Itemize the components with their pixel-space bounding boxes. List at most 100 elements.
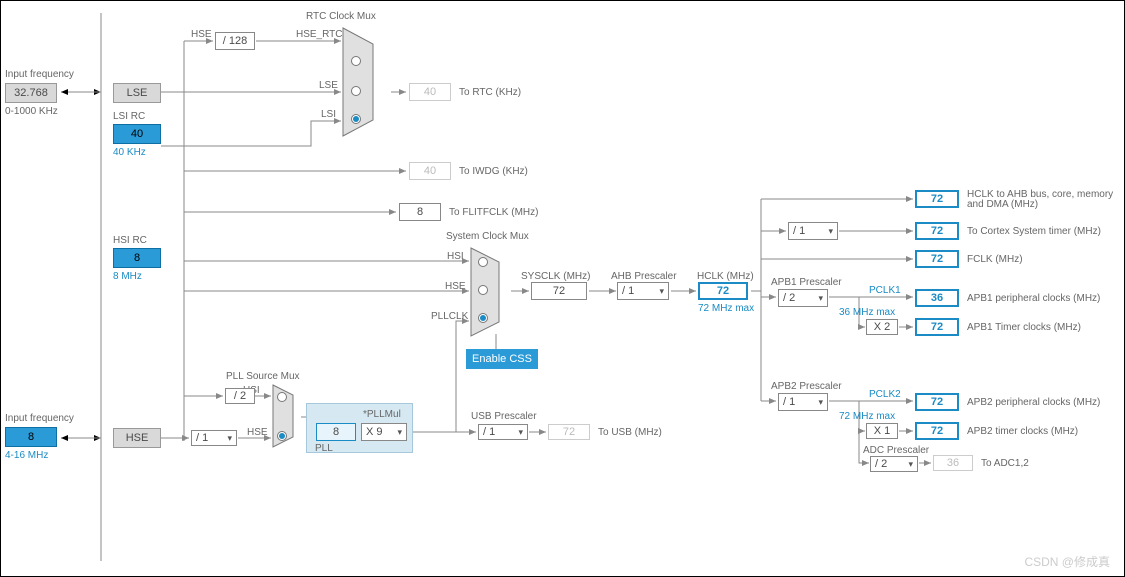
sys-radio-pll[interactable] <box>478 313 488 323</box>
sysclk-lbl: SYSCLK (MHz) <box>521 271 590 282</box>
lsi-osc: 40 <box>113 124 161 144</box>
out-fclk-val: 72 <box>915 250 959 268</box>
lse-osc[interactable]: LSE <box>113 83 161 103</box>
usb-txt: To USB (MHz) <box>598 427 662 438</box>
pll-presc-select[interactable]: / 1 ▾ <box>191 430 237 446</box>
sys-mux-icon <box>469 246 515 338</box>
rtc-hse-rtc: HSE_RTC <box>296 29 343 40</box>
apb1-mul: X 2 <box>866 319 898 335</box>
rtc-lse-lbl: LSE <box>319 80 338 91</box>
apb2-prescaler-select[interactable]: / 1▾ <box>778 393 828 411</box>
ahb-val: / 1 <box>622 285 634 297</box>
sys-hsi: HSI <box>447 251 464 262</box>
rtc-hse-lbl: HSE <box>191 29 212 40</box>
rtc-div128: / 128 <box>215 32 255 50</box>
hsi-sub: 8 MHz <box>113 271 142 282</box>
pll-presc: / 1 <box>196 432 208 444</box>
pll-div2: / 2 <box>225 388 255 404</box>
lse-freq-box[interactable]: 32.768 <box>5 83 57 103</box>
apb1-pclk-lbl: PCLK1 <box>869 285 901 296</box>
sys-hse: HSE <box>445 281 466 292</box>
adc-val: / 2 <box>875 458 887 470</box>
ahb-title: AHB Prescaler <box>611 271 677 282</box>
cortex-prescaler-select[interactable]: / 1▾ <box>788 222 838 240</box>
out-hclk-ahb-txt: HCLK to AHB bus, core, memory and DMA (M… <box>967 190 1117 210</box>
out-adc-val: 36 <box>933 455 973 471</box>
pll-radio-hsi[interactable] <box>277 392 287 402</box>
flit-txt: To FLITFCLK (MHz) <box>449 207 538 218</box>
pll-val: 8 <box>316 423 356 441</box>
apb1-val: / 2 <box>783 292 795 304</box>
rtc-out-val: 40 <box>409 83 451 101</box>
hse-osc[interactable]: HSE <box>113 428 161 448</box>
flit-val: 8 <box>399 203 441 221</box>
input-freq-bot-label: Input frequency <box>5 413 74 424</box>
rtc-out-txt: To RTC (KHz) <box>459 87 521 98</box>
apb2-pclk-lbl: PCLK2 <box>869 389 901 400</box>
chevron-down-icon: ▾ <box>227 433 232 444</box>
iwdg-txt: To IWDG (KHz) <box>459 166 528 177</box>
rtc-radio-lsi[interactable] <box>351 114 361 124</box>
out-apb1p-txt: APB1 peripheral clocks (MHz) <box>967 293 1100 304</box>
sys-radio-hse[interactable] <box>478 285 488 295</box>
hclk-val: 72 <box>698 282 748 300</box>
out-cortex-txt: To Cortex System timer (MHz) <box>967 226 1101 237</box>
apb2-pclk-note: 72 MHz max <box>839 411 895 422</box>
lsi-sub: 40 KHz <box>113 147 146 158</box>
lse-range: 0-1000 KHz <box>5 106 58 117</box>
rtc-lsi-lbl: LSI <box>321 109 336 120</box>
hclk-note: 72 MHz max <box>698 303 754 314</box>
out-apb2p-txt: APB2 peripheral clocks (MHz) <box>967 397 1100 408</box>
apb2-mul: X 1 <box>866 423 898 439</box>
input-freq-top-label: Input frequency <box>5 69 74 80</box>
out-cortex-val: 72 <box>915 222 959 240</box>
sys-pllclk: PLLCLK <box>431 311 468 322</box>
hsi-rc-label: HSI RC <box>113 235 147 246</box>
chevron-down-icon: ▾ <box>397 427 402 438</box>
rtc-mux-icon <box>341 26 393 138</box>
apb1-prescaler-select[interactable]: / 2▾ <box>778 289 828 307</box>
enable-css-button[interactable]: Enable CSS <box>466 349 538 369</box>
iwdg-val: 40 <box>409 162 451 180</box>
usb-prescaler-select[interactable]: / 1 ▾ <box>478 424 528 440</box>
rtc-radio-hse[interactable] <box>351 56 361 66</box>
sysclk-val[interactable]: 72 <box>531 282 587 300</box>
pll-area-lbl: PLL <box>315 443 333 454</box>
hsi-osc: 8 <box>113 248 161 268</box>
hse-range: 4-16 MHz <box>5 450 48 461</box>
chevron-down-icon: ▾ <box>659 286 664 297</box>
pll-src-title: PLL Source Mux <box>226 371 300 382</box>
pll-mul-lbl: *PLLMul <box>363 409 401 420</box>
clock-tree-diagram: Input frequency 32.768 0-1000 KHz Input … <box>0 0 1125 577</box>
out-apb1p-val: 36 <box>915 289 959 307</box>
pll-radio-hse[interactable] <box>277 431 287 441</box>
adc-title: ADC Prescaler <box>863 445 929 456</box>
adc-prescaler-select[interactable]: / 2 ▾ <box>870 456 918 472</box>
out-adc-txt: To ADC1,2 <box>981 458 1029 469</box>
watermark: CSDN @修成真 <box>1024 553 1110 570</box>
pll-mul-select[interactable]: X 9 ▾ <box>361 423 407 441</box>
chevron-down-icon: ▾ <box>908 459 913 470</box>
out-apb2t-val: 72 <box>915 422 959 440</box>
usb-title: USB Prescaler <box>471 411 537 422</box>
ahb-prescaler-select[interactable]: / 1 ▾ <box>617 282 669 300</box>
apb1-title: APB1 Prescaler <box>771 277 842 288</box>
out-apb2t-txt: APB2 timer clocks (MHz) <box>967 426 1078 437</box>
chevron-down-icon: ▾ <box>518 427 523 438</box>
usb-presc: / 1 <box>483 426 495 438</box>
apb2-title: APB2 Prescaler <box>771 381 842 392</box>
hclk-lbl: HCLK (MHz) <box>697 271 754 282</box>
out-apb2p-val: 72 <box>915 393 959 411</box>
out-apb1t-val: 72 <box>915 318 959 336</box>
rtc-radio-lse[interactable] <box>351 86 361 96</box>
pll-mux-icon <box>271 383 305 449</box>
sys-title: System Clock Mux <box>446 231 529 242</box>
apb1-pclk-note: 36 MHz max <box>839 307 895 318</box>
hse-freq-box[interactable]: 8 <box>5 427 57 447</box>
out-fclk-txt: FCLK (MHz) <box>967 254 1023 265</box>
apb2-val: / 1 <box>783 396 795 408</box>
pll-mul-val: X 9 <box>366 426 383 438</box>
cortex-presc: / 1 <box>793 225 805 237</box>
pll-hse-lbl: HSE <box>247 427 268 438</box>
sys-radio-hsi[interactable] <box>478 257 488 267</box>
